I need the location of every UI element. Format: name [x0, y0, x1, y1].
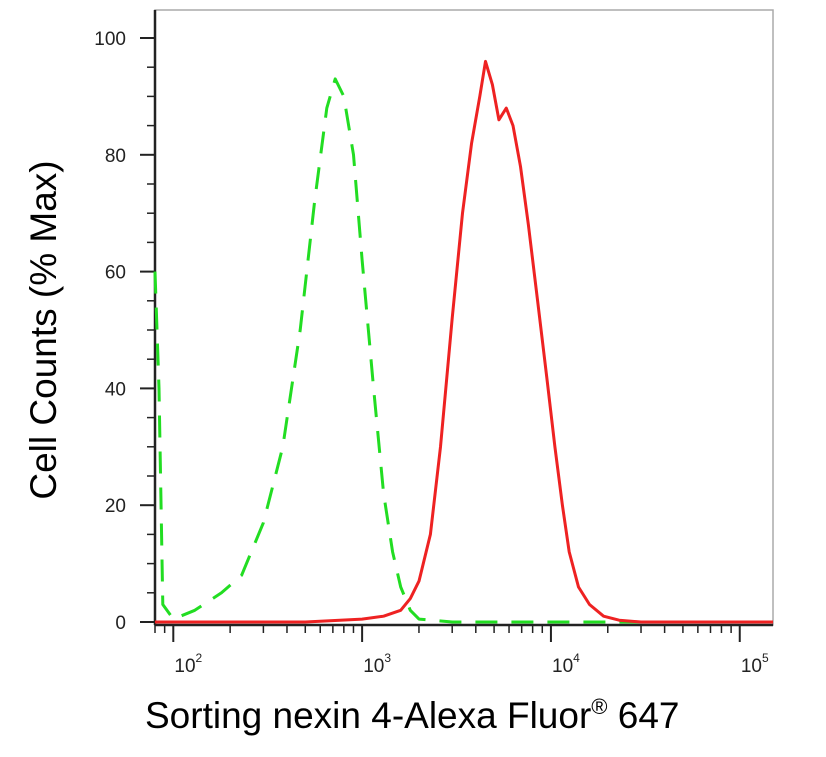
x-axis-title-registered: ®: [591, 694, 607, 719]
x-tick-exponent: 4: [573, 651, 580, 665]
x-tick-base: 10: [741, 656, 762, 677]
y-axis-title: Cell Counts (% Max): [23, 160, 64, 499]
x-axis-title-main: Sorting nexin 4-Alexa Fluor: [145, 695, 591, 736]
x-tick-label: 105: [741, 651, 769, 677]
y-tick-label: 40: [105, 379, 126, 400]
x-axis-title-tail: 647: [608, 695, 680, 736]
x-tick-exponent: 2: [196, 651, 203, 665]
series-line-solid: [155, 59, 773, 624]
y-tick-label: 80: [105, 146, 126, 167]
x-tick-label: 103: [363, 651, 391, 677]
y-tick-label: 100: [94, 29, 126, 50]
x-axis-title: Sorting nexin 4-Alexa Fluor® 647: [145, 694, 680, 736]
series-line-dashed: [153, 77, 773, 624]
x-tick-exponent: 5: [762, 651, 769, 665]
x-tick-label: 104: [552, 651, 580, 677]
x-tick-base: 10: [363, 656, 384, 677]
x-tick-exponent: 3: [384, 651, 391, 665]
histogram-series: [153, 59, 773, 624]
y-tick-label: 20: [105, 496, 126, 517]
y-tick-label: 60: [105, 263, 126, 284]
x-axis-ticks: 102 103 104 105: [154, 625, 769, 677]
plot-frame: [154, 9, 774, 626]
x-tick-base: 10: [174, 656, 195, 677]
x-tick-label: 102: [174, 651, 202, 677]
y-axis-ticks: 0 20 40 60 80 100: [94, 29, 155, 634]
x-tick-base: 10: [552, 656, 573, 677]
y-tick-label: 0: [115, 613, 126, 634]
